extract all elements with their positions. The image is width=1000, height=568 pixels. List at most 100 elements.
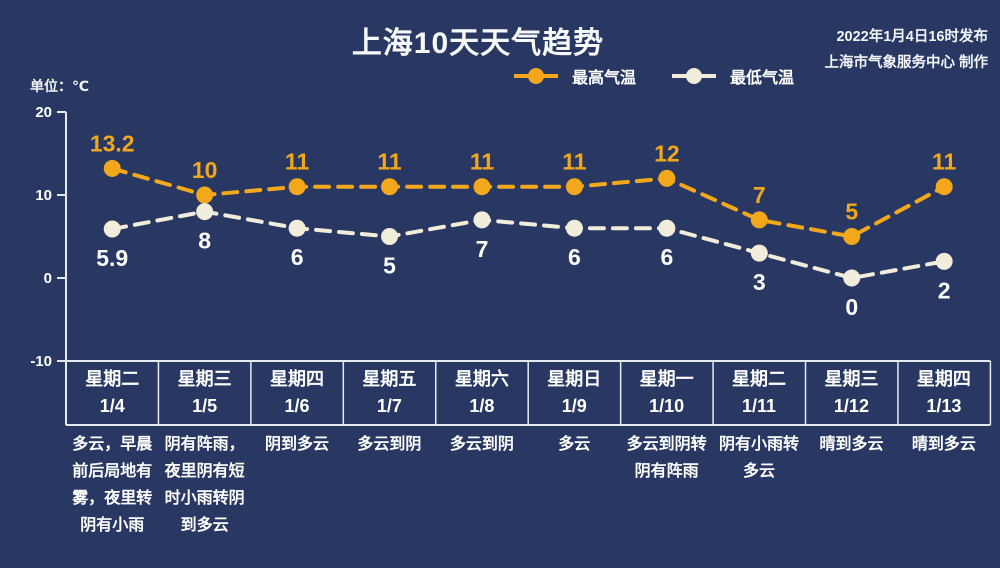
day-cell: 星期二 1/11 — [713, 366, 805, 420]
chart-legend: 最高气温 最低气温 — [512, 64, 794, 88]
low-temp-value-label: 6 — [568, 244, 581, 270]
high-temp-value-label: 11 — [285, 149, 310, 175]
day-date: 1/13 — [926, 396, 962, 416]
low-temp-point — [196, 203, 214, 221]
weather-description: 阴到多云 — [265, 436, 330, 453]
low-temp-legend-marker — [672, 68, 717, 84]
low-temp-value-label: 5.9 — [96, 245, 128, 271]
day-cell: 星期一 1/10 — [620, 366, 712, 420]
day-name: 星期六 — [454, 369, 509, 389]
day-cell: 星期二 1/4 — [66, 366, 158, 420]
legend-item-high: 最高气温 — [512, 64, 636, 88]
day-name: 星期四 — [270, 369, 325, 389]
high-temp-point — [843, 228, 861, 245]
high-temp-legend-marker — [514, 68, 558, 84]
day-cell: 星期四 1/6 — [251, 366, 343, 420]
day-name: 星期五 — [362, 369, 417, 389]
weather-description: 多云 — [558, 436, 591, 453]
day-name: 星期二 — [732, 369, 787, 389]
low-temp-value-label: 7 — [476, 236, 489, 262]
high-temp-value-label: 7 — [753, 182, 766, 208]
day-cell: 星期五 1/7 — [343, 366, 435, 420]
day-cell: 星期三 1/12 — [805, 366, 897, 420]
producer: 上海市气象服务中心 制作 — [824, 55, 988, 71]
publish-time: 2022年1月4日16时发布 — [836, 29, 988, 45]
day-name: 星期二 — [85, 369, 140, 389]
low-temp-value-label: 0 — [845, 294, 858, 320]
y-tick-label: -10 — [30, 353, 52, 370]
low-temp-value-label: 8 — [198, 228, 211, 254]
high-temp-value-label: 5 — [845, 199, 858, 225]
low-temp-point — [288, 219, 306, 237]
weather-description: 晴到多云 — [911, 436, 976, 453]
high-temp-value-label: 12 — [654, 140, 680, 166]
y-axis-unit-label: 单位：℃ — [30, 78, 89, 94]
day-date: 1/6 — [284, 396, 310, 416]
day-cell: 星期四 1/13 — [898, 366, 990, 420]
high-temp-point — [935, 178, 953, 196]
high-temp-value-label: 11 — [932, 149, 957, 175]
low-temp-point — [381, 228, 399, 245]
day-cell: 星期六 1/8 — [436, 366, 528, 420]
low-temp-value-label: 6 — [660, 244, 673, 270]
day-date: 1/10 — [649, 396, 685, 416]
weather-description-row: 多云，早晨前后局地有雾，夜里转阴有小雨 阴有阵雨，夜里阴有短时小雨转阴到多云 阴到多… — [66, 431, 990, 539]
day-date: 1/9 — [561, 396, 587, 416]
legend-label-low: 最低气温 — [730, 70, 795, 87]
weather-description: 阴有阵雨，夜里阴有短时小雨转阴到多云 — [164, 436, 245, 534]
high-temp-value-label: 11 — [562, 149, 587, 175]
high-temp-point — [750, 211, 768, 229]
day-date: 1/5 — [192, 396, 218, 416]
weather-description: 多云到阴 — [357, 436, 422, 453]
weather-description: 多云，早晨前后局地有雾，夜里转阴有小雨 — [72, 436, 153, 534]
high-temp-point — [103, 159, 121, 177]
publish-info: 2022年1月4日16时发布 上海市气象服务中心 制作 — [824, 24, 988, 76]
low-temp-point — [473, 211, 491, 229]
legend-item-low: 最低气温 — [670, 64, 794, 88]
weather-description: 多云到阴转阴有阵雨 — [626, 436, 707, 480]
weather-description: 阴有小雨转多云 — [719, 436, 800, 480]
low-temp-value-label: 6 — [291, 244, 304, 270]
low-temp-point — [843, 269, 861, 287]
low-temp-point — [935, 252, 953, 270]
legend-label-high: 最高气温 — [572, 70, 637, 87]
day-date: 1/7 — [376, 396, 402, 416]
y-tick-label: 20 — [35, 104, 52, 121]
day-date: 1/8 — [469, 396, 495, 416]
day-name: 星期三 — [177, 369, 232, 389]
low-temp-point — [565, 219, 583, 237]
high-temp-point — [288, 178, 306, 196]
low-temp-point — [658, 219, 676, 237]
low-temp-value-label: 3 — [753, 269, 766, 295]
y-tick-label: 0 — [44, 270, 52, 287]
high-temp-point — [658, 169, 676, 187]
day-name: 星期一 — [639, 369, 694, 389]
weather-description: 多云到阴 — [449, 436, 514, 453]
low-temp-value-label: 2 — [938, 277, 951, 303]
low-temp-line — [110, 209, 947, 281]
high-temp-point — [565, 178, 583, 196]
low-temp-point — [103, 220, 121, 238]
high-temp-point — [196, 186, 214, 204]
high-temp-point — [381, 178, 399, 196]
day-cell: 星期日 1/9 — [528, 366, 620, 420]
day-name: 星期三 — [824, 369, 879, 389]
high-temp-value-label: 13.2 — [90, 130, 135, 156]
high-temp-value-label: 11 — [470, 149, 495, 175]
high-temp-value-label: 11 — [377, 149, 402, 175]
weather-description: 晴到多云 — [819, 436, 884, 453]
low-temp-value-label: 5 — [383, 253, 396, 279]
day-cell: 星期三 1/5 — [158, 366, 250, 420]
day-name: 星期日 — [547, 369, 602, 389]
high-temp-line — [110, 166, 947, 239]
high-temp-point — [473, 178, 491, 196]
page-title: 上海10天天气趋势 — [351, 27, 605, 60]
high-temp-value-label: 10 — [192, 157, 218, 183]
low-temp-point — [750, 244, 768, 262]
y-tick-label: 10 — [35, 187, 52, 204]
day-name: 星期四 — [916, 369, 971, 389]
day-date: 1/11 — [742, 396, 777, 416]
day-date: 1/12 — [833, 396, 869, 416]
day-header-row: 星期二 1/4 星期三 1/5 星期四 1/6 星期五 1/7 星期六 1/8 星期日 1/9 星期一 1… — [66, 363, 990, 423]
